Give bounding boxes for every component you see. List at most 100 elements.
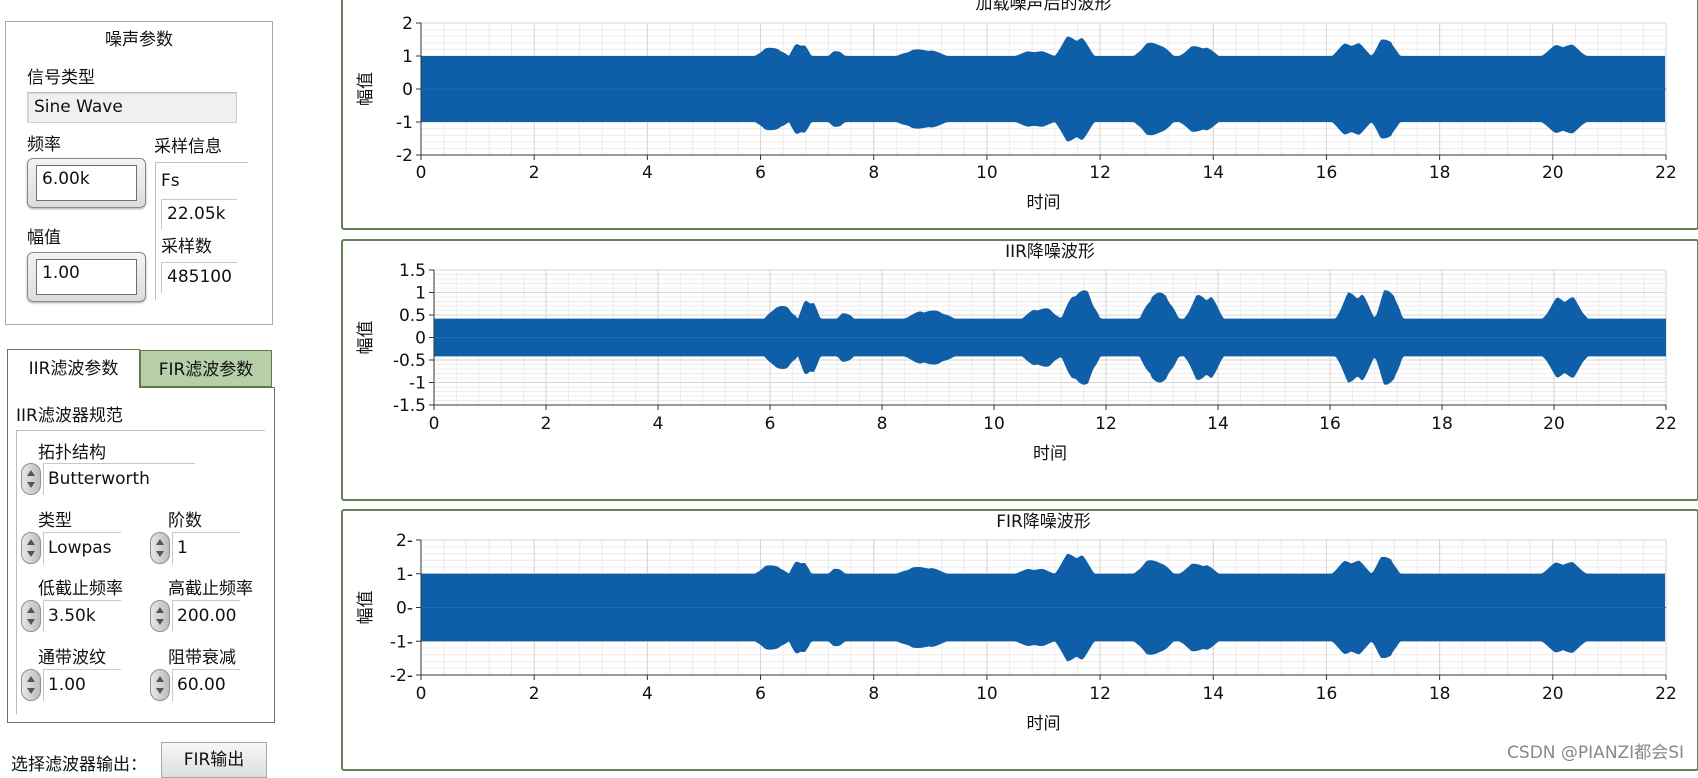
y-tick-label: -2- (390, 666, 413, 686)
passband-ripple-increment-icon[interactable] (21, 669, 41, 701)
amplitude-label: 幅值 (27, 228, 61, 248)
graph-title: IIR降噪波形 (1005, 242, 1095, 262)
x-tick-label: 22 (1655, 163, 1677, 183)
signal-type-field[interactable]: Sine Wave (27, 92, 237, 123)
graph-title: 加载噪声后的波形 (976, 0, 1112, 14)
passband-ripple-value[interactable]: 1.00 (43, 669, 121, 701)
x-tick-label: 2 (529, 684, 540, 704)
x-tick-label: 22 (1655, 414, 1677, 434)
x-tick-label: 20 (1543, 414, 1565, 434)
topology-value[interactable]: Butterworth (43, 463, 195, 495)
order-increment-icon[interactable] (150, 532, 170, 564)
y-tick-label: 1 (415, 284, 426, 304)
passband-ripple-control[interactable]: 1.00 (21, 669, 121, 701)
watermark: CSDN @PIANZI都会SI (1507, 743, 1684, 763)
stopband-atten-control[interactable]: 60.00 (150, 669, 240, 701)
output-select-label: 选择滤波器输出： (11, 755, 147, 775)
y-axis-label: 幅值 (356, 72, 376, 106)
graph-iir-frame: 0 2 4 6 8 10 12 14 16 18 20 22 1.5 1 0.5 0 -0.5 -1 -1.5 IIR… (341, 239, 1698, 501)
low-cutoff-value[interactable]: 3.50k (43, 600, 121, 632)
y-tick-label: 1 (402, 47, 413, 67)
x-tick-label: 8 (877, 414, 888, 434)
y-axis-label: 幅值 (356, 321, 376, 355)
x-tick-label: 4 (653, 414, 664, 434)
fir-waveform-graph[interactable]: 0 2 4 6 8 10 12 14 16 18 20 22 2- 1- 0- -1- -2- FIR降噪波形时间… (343, 511, 1697, 769)
low-cutoff-increment-icon[interactable] (21, 600, 41, 632)
x-tick-label: 2 (529, 163, 540, 183)
x-tick-label: 16 (1316, 684, 1338, 704)
stopband-atten-increment-icon[interactable] (150, 669, 170, 701)
x-tick-label: 20 (1542, 163, 1564, 183)
stopband-atten-value[interactable]: 60.00 (172, 669, 240, 701)
tab-iir-params[interactable]: IIR滤波参数 (7, 349, 140, 388)
x-tick-label: 6 (765, 414, 776, 434)
x-tick-label: 8 (868, 684, 879, 704)
y-tick-label: -2 (396, 146, 413, 166)
x-tick-label: 14 (1207, 414, 1229, 434)
x-tick-label: 6 (755, 163, 766, 183)
order-value[interactable]: 1 (172, 532, 240, 564)
y-tick-label: 2 (402, 14, 413, 34)
low-cutoff-label: 低截止频率 (38, 579, 123, 599)
y-tick-label: 0 (402, 80, 413, 100)
amplitude-control[interactable]: 1.00 (27, 252, 146, 302)
high-cutoff-increment-icon[interactable] (150, 600, 170, 632)
topology-ring[interactable]: Butterworth (21, 463, 195, 495)
stopband-atten-label: 阻带衰减 (168, 648, 236, 668)
y-tick-label: -1 (396, 113, 413, 133)
y-tick-label: 0 (415, 329, 426, 349)
y-axis-label: 幅值 (356, 591, 376, 625)
tab-fir-params[interactable]: FIR滤波参数 (140, 350, 272, 387)
frequency-label: 频率 (27, 135, 61, 155)
type-increment-icon[interactable] (21, 532, 41, 564)
iir-spec-label: IIR滤波器规范 (16, 406, 123, 426)
x-tick-label: 10 (976, 163, 998, 183)
low-cutoff-control[interactable]: 3.50k (21, 600, 121, 632)
x-tick-label: 12 (1089, 163, 1111, 183)
y-tick-label: 0- (396, 599, 413, 619)
samples-indicator: 485100 (161, 262, 237, 293)
x-axis-label: 时间 (1033, 444, 1067, 464)
x-tick-label: 18 (1429, 684, 1451, 704)
x-tick-label: 16 (1319, 414, 1341, 434)
x-tick-label: 8 (868, 163, 879, 183)
frequency-value[interactable]: 6.00k (36, 165, 137, 201)
y-tick-label: 1- (396, 565, 413, 585)
amplitude-value[interactable]: 1.00 (36, 259, 137, 295)
topology-increment-icon[interactable] (21, 463, 41, 495)
x-tick-label: 10 (983, 414, 1005, 434)
x-tick-label: 22 (1655, 684, 1677, 704)
signal-type-label: 信号类型 (27, 68, 95, 88)
x-tick-label: 0 (416, 684, 427, 704)
x-tick-label: 16 (1316, 163, 1338, 183)
y-tick-label: -1 (409, 374, 426, 394)
graph-title: FIR降噪波形 (996, 512, 1091, 532)
x-axis-label: 时间 (1027, 714, 1061, 734)
high-cutoff-label: 高截止频率 (168, 579, 253, 599)
noise-params-title: 噪声参数 (105, 30, 173, 50)
x-axis-label: 时间 (1027, 193, 1061, 213)
sampling-info-label: 采样信息 (154, 137, 222, 157)
fs-label: Fs (161, 171, 180, 191)
passband-ripple-label: 通带波纹 (38, 648, 106, 668)
order-label: 阶数 (168, 511, 202, 531)
order-control[interactable]: 1 (150, 532, 240, 564)
frequency-control[interactable]: 6.00k (27, 158, 146, 208)
x-tick-label: 14 (1202, 684, 1224, 704)
x-tick-label: 4 (642, 163, 653, 183)
x-tick-label: 12 (1095, 414, 1117, 434)
type-ring[interactable]: Lowpas (21, 532, 121, 564)
fs-indicator: 22.05k (161, 199, 237, 230)
x-tick-label: 2 (541, 414, 552, 434)
type-value[interactable]: Lowpas (43, 532, 121, 564)
y-tick-label: 0.5 (399, 306, 426, 326)
high-cutoff-control[interactable]: 200.00 (150, 600, 240, 632)
high-cutoff-value[interactable]: 200.00 (172, 600, 240, 632)
x-tick-label: 18 (1429, 163, 1451, 183)
x-tick-label: 18 (1431, 414, 1453, 434)
fir-output-button[interactable]: FIR输出 (161, 742, 267, 778)
iir-waveform-graph[interactable]: 0 2 4 6 8 10 12 14 16 18 20 221.510.50-0.5-1-1.5IIR… (343, 241, 1697, 499)
x-tick-label: 0 (416, 163, 427, 183)
samples-label: 采样数 (161, 237, 212, 257)
